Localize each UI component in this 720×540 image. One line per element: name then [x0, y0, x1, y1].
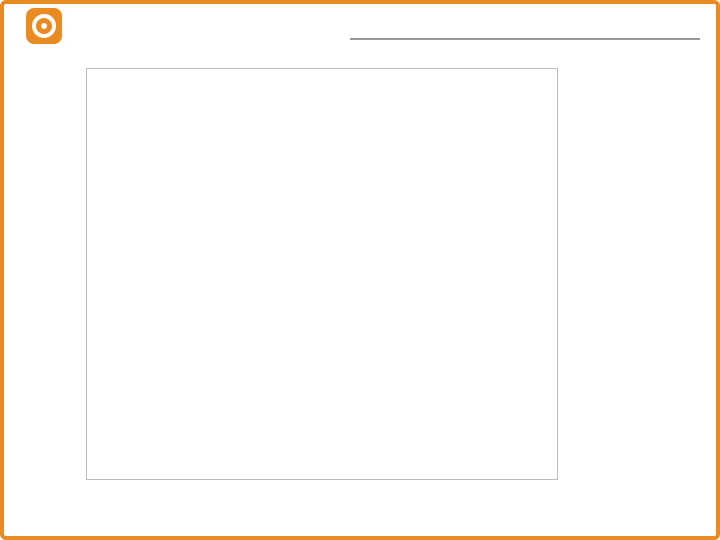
logo-icon: [24, 6, 64, 46]
header: [0, 0, 720, 58]
chart: [58, 62, 698, 518]
logo: [24, 6, 72, 46]
title-underline: [350, 38, 700, 40]
plot-area: [86, 68, 558, 480]
slide: [0, 0, 720, 540]
